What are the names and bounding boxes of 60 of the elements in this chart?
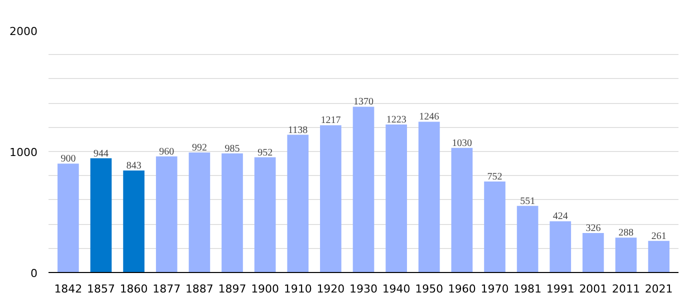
y-tick-label: 2000 bbox=[10, 25, 38, 38]
x-tick-label: 1842 bbox=[54, 282, 82, 296]
data-label: 261 bbox=[651, 230, 666, 242]
x-tick-label: 1897 bbox=[218, 282, 246, 296]
bar bbox=[287, 134, 309, 272]
data-label: 944 bbox=[94, 148, 108, 160]
data-label: 900 bbox=[60, 154, 76, 165]
bar bbox=[386, 124, 407, 272]
data-label: 952 bbox=[258, 147, 273, 158]
x-tick-label: 1940 bbox=[382, 282, 410, 296]
x-tick-label: 1887 bbox=[185, 282, 214, 296]
bar bbox=[254, 157, 276, 272]
bar bbox=[123, 170, 144, 272]
x-tick-label: 1900 bbox=[251, 282, 280, 296]
x-tick-label: 2001 bbox=[579, 282, 608, 296]
x-tick-label: 1960 bbox=[448, 282, 476, 296]
bar bbox=[352, 106, 374, 272]
x-tick-label: 1981 bbox=[514, 282, 542, 296]
data-label: 960 bbox=[159, 146, 174, 158]
bar bbox=[582, 233, 604, 272]
data-label: 424 bbox=[552, 211, 568, 222]
bar bbox=[90, 158, 112, 272]
data-label: 288 bbox=[618, 228, 634, 239]
data-label: 985 bbox=[224, 143, 240, 154]
x-tick-label: 2011 bbox=[612, 282, 640, 296]
bar bbox=[615, 238, 637, 272]
data-label: 1217 bbox=[320, 115, 341, 126]
y-tick-label: 0 bbox=[30, 267, 38, 280]
x-tick-label: 1857 bbox=[87, 282, 116, 296]
data-label: 1246 bbox=[419, 112, 440, 123]
bar bbox=[58, 164, 79, 272]
bar bbox=[550, 221, 572, 272]
bar bbox=[418, 122, 440, 272]
x-tick-label: 2021 bbox=[644, 282, 673, 296]
x-tick-label: 1910 bbox=[284, 282, 312, 296]
data-label: 551 bbox=[520, 196, 536, 207]
bar bbox=[648, 240, 670, 272]
data-label: 326 bbox=[586, 223, 601, 234]
bar bbox=[156, 156, 178, 272]
bar bbox=[320, 125, 342, 272]
data-label: 752 bbox=[487, 172, 502, 183]
x-tick-label: 1920 bbox=[316, 282, 345, 296]
bar bbox=[516, 206, 538, 272]
data-label: 1223 bbox=[386, 114, 406, 126]
data-label: 1138 bbox=[288, 124, 308, 136]
x-tick-label: 1950 bbox=[415, 282, 444, 296]
bar bbox=[484, 182, 506, 272]
x-tick-label: 1877 bbox=[152, 282, 181, 296]
bar bbox=[188, 152, 210, 272]
y-tick-label: 1000 bbox=[10, 146, 38, 159]
data-label: 1030 bbox=[452, 138, 472, 149]
x-tick-label: 1991 bbox=[546, 282, 574, 296]
data-label: 992 bbox=[192, 142, 207, 154]
x-tick-label: 1970 bbox=[480, 282, 509, 296]
bar bbox=[222, 153, 243, 272]
bar bbox=[451, 148, 473, 272]
data-label: 843 bbox=[126, 160, 142, 172]
data-label: 1370 bbox=[354, 96, 374, 108]
x-tick-label: 1930 bbox=[350, 282, 378, 296]
x-tick-label: 1860 bbox=[120, 282, 148, 296]
